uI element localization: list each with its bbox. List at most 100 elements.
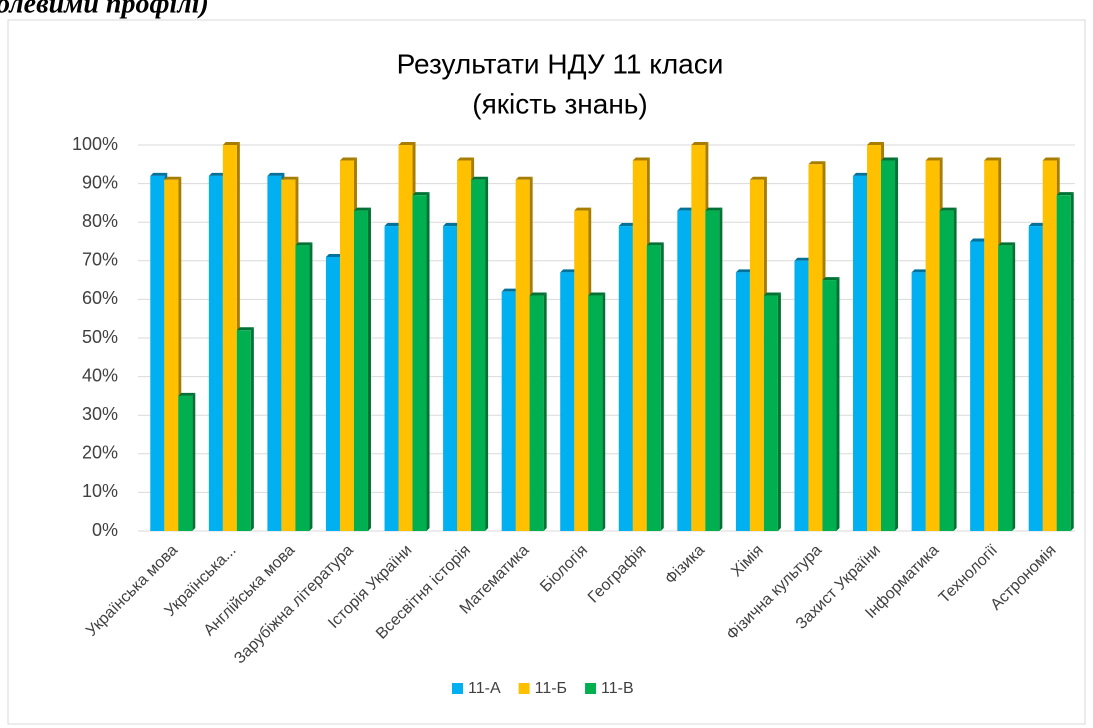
bar-top	[222, 142, 240, 145]
bar-top	[588, 292, 606, 296]
bar-top	[353, 207, 371, 211]
bar	[632, 160, 647, 531]
bar-side	[777, 292, 781, 531]
bar	[646, 245, 661, 532]
y-tick-label: 0%	[92, 520, 118, 540]
bar-top	[398, 142, 416, 145]
bar	[529, 295, 544, 531]
bar-top	[325, 253, 343, 257]
bar	[150, 175, 165, 531]
bar-side	[367, 207, 371, 531]
bar-top	[939, 207, 957, 211]
bar	[457, 160, 472, 531]
bar	[618, 226, 633, 531]
bar	[984, 160, 999, 531]
bar-side	[250, 327, 254, 531]
bar-top	[471, 176, 489, 180]
bar-side	[192, 392, 196, 531]
bar	[325, 256, 340, 531]
bar	[267, 175, 282, 531]
bar	[560, 272, 575, 531]
bar	[677, 210, 692, 531]
bar-top	[515, 176, 533, 180]
bar-top	[295, 242, 313, 246]
bar-top	[150, 172, 168, 176]
bar-top	[618, 223, 636, 227]
bar-side	[836, 277, 840, 531]
bar	[867, 145, 882, 531]
bar-top	[501, 288, 519, 292]
bar-top	[1056, 192, 1074, 196]
chart-title: Результати НДУ 11 класи	[397, 48, 724, 79]
bar	[588, 295, 603, 531]
bar-top	[677, 207, 695, 211]
bar-side	[602, 292, 606, 531]
bar-side	[1012, 242, 1016, 532]
chart-subtitle: (якість знань)	[472, 88, 647, 119]
y-tick-label: 10%	[82, 481, 118, 501]
bar-top	[632, 157, 650, 161]
bar-top	[1042, 157, 1060, 161]
bar	[398, 145, 413, 531]
bar-side	[895, 157, 899, 531]
bar	[853, 175, 868, 531]
bar	[471, 179, 486, 532]
bar-top	[164, 176, 182, 180]
bar-top	[881, 157, 899, 161]
bar-side	[543, 292, 547, 531]
bar	[735, 272, 750, 531]
bar	[412, 195, 427, 531]
y-tick-label: 30%	[82, 404, 118, 424]
bar	[164, 179, 179, 532]
bar-top	[735, 269, 753, 273]
bar-side	[953, 207, 957, 531]
y-tick-label: 80%	[82, 211, 118, 231]
bar-top	[339, 157, 357, 161]
bar-top	[808, 161, 826, 165]
bar	[911, 272, 926, 531]
bar	[222, 145, 237, 531]
bar-top	[281, 176, 299, 180]
bar-side	[309, 242, 313, 532]
bar-top	[763, 292, 781, 296]
bar-top	[749, 176, 767, 180]
bar	[939, 210, 954, 531]
y-tick-label: 100%	[72, 134, 118, 154]
bar	[236, 330, 251, 531]
y-tick-label: 90%	[82, 172, 118, 192]
bar	[443, 226, 458, 531]
legend-label: 11-Б	[535, 680, 567, 697]
y-tick-label: 70%	[82, 250, 118, 270]
y-tick-label: 60%	[82, 288, 118, 308]
legend-swatch	[585, 683, 597, 694]
bar-top	[911, 269, 929, 273]
bar	[881, 160, 896, 531]
y-tick-label: 40%	[82, 365, 118, 385]
legend-label: 11-В	[601, 680, 634, 697]
bar-side	[1070, 192, 1074, 531]
bar	[178, 395, 193, 531]
bar-top	[822, 277, 840, 281]
bar	[691, 145, 706, 531]
bar	[998, 245, 1013, 532]
bar	[295, 245, 310, 532]
bar	[749, 179, 764, 532]
bar	[1056, 195, 1071, 531]
bar	[705, 210, 720, 531]
bar-top	[208, 172, 226, 176]
bar	[501, 291, 516, 531]
bar-top	[646, 242, 664, 246]
bar	[808, 164, 823, 532]
bar	[574, 210, 589, 531]
bar	[353, 210, 368, 531]
legend-swatch	[452, 683, 463, 694]
bar	[1028, 226, 1043, 531]
bar	[794, 260, 809, 531]
y-tick-label: 20%	[82, 443, 118, 463]
bar-top	[853, 172, 871, 176]
bar-top	[984, 157, 1002, 161]
y-tick-label: 50%	[82, 327, 118, 347]
legend-label: 11-А	[468, 680, 501, 697]
bar-top	[691, 142, 709, 145]
bar-top	[236, 327, 254, 331]
